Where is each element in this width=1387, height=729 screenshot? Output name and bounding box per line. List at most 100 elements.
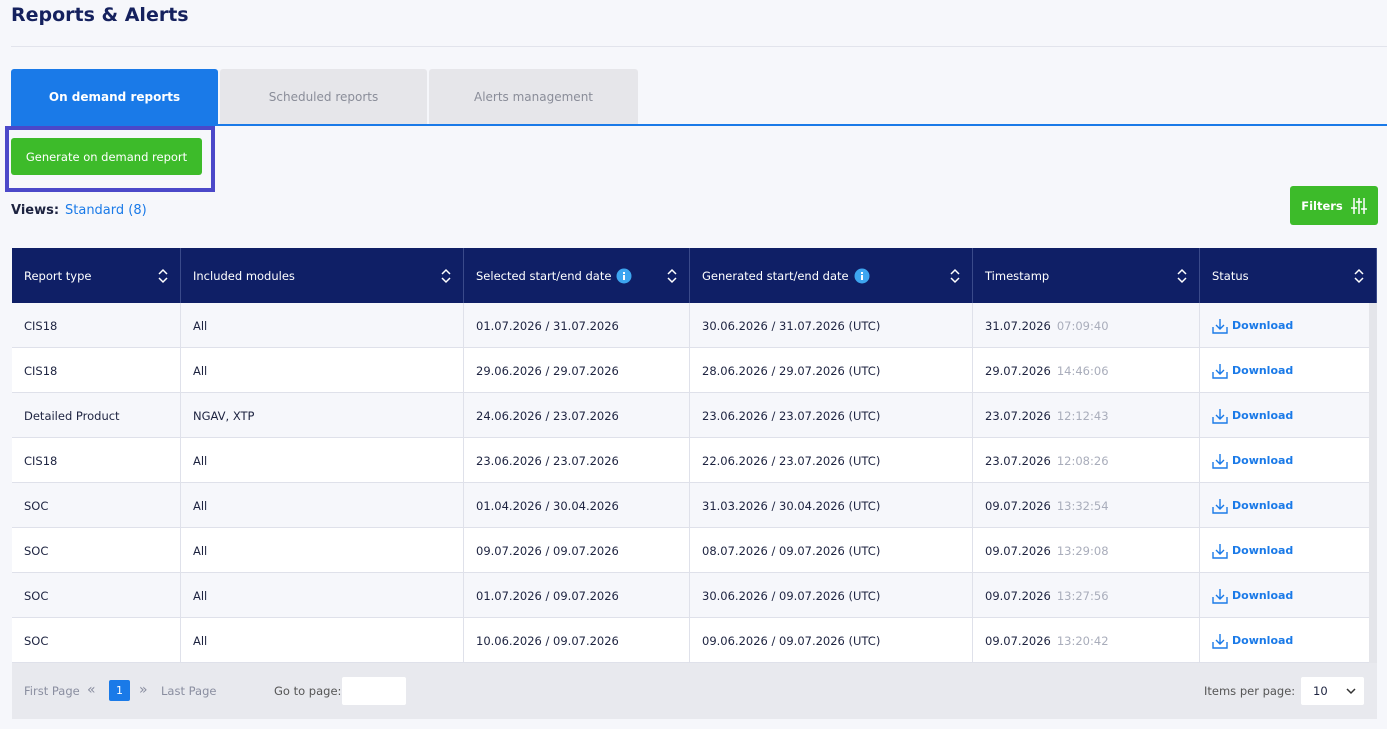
cell-text: CIS18 <box>24 318 58 333</box>
table-cell: All <box>181 528 464 573</box>
download-link[interactable]: Download <box>1212 588 1293 604</box>
cell-text: 01.04.2026 / 30.04.2026 <box>476 498 619 513</box>
current-page[interactable]: 1 <box>109 680 130 701</box>
table-cell: 22.06.2026 / 23.07.2026 (UTC) <box>690 438 973 483</box>
sort-icon[interactable] <box>667 268 677 284</box>
table-cell: 29.07.2026 14:46:06 <box>973 348 1200 393</box>
column-header: Timestamp <box>973 248 1200 303</box>
info-icon[interactable] <box>854 268 870 284</box>
tab[interactable]: Alerts management <box>429 69 638 124</box>
cell-text: 31.03.2026 / 30.04.2026 (UTC) <box>702 498 881 513</box>
table-cell: All <box>181 573 464 618</box>
table-cell: 01.07.2026 / 09.07.2026 <box>464 573 690 618</box>
table-cell: Download <box>1200 303 1369 348</box>
download-link[interactable]: Download <box>1212 633 1293 649</box>
filters-button[interactable]: Filters <box>1290 186 1378 225</box>
next-icon[interactable]: » <box>139 682 148 698</box>
column-title: Status <box>1212 268 1249 283</box>
cell-text: SOC <box>24 543 49 558</box>
download-text: Download <box>1232 634 1294 647</box>
timestamp-time: 13:20:42 <box>1056 633 1109 648</box>
download-link[interactable]: Download <box>1212 453 1293 469</box>
table-cell: Download <box>1200 618 1369 663</box>
first-page[interactable]: First Page <box>24 684 80 698</box>
table-row <box>12 303 1369 348</box>
pagination-bar <box>12 663 1377 719</box>
table-cell: CIS18 <box>12 303 181 348</box>
column-title: Included modules <box>193 268 295 283</box>
download-text: Download <box>1232 454 1294 467</box>
cell-text: 24.06.2026 / 23.07.2026 <box>476 408 619 423</box>
download-text: Download <box>1232 544 1294 557</box>
download-link[interactable]: Download <box>1212 318 1293 334</box>
timestamp-date: 29.07.2026 <box>985 363 1051 378</box>
sort-icon[interactable] <box>158 268 168 284</box>
goto-input[interactable] <box>342 677 406 705</box>
sort-icon[interactable] <box>1177 268 1187 284</box>
column-title: Generated start/end date <box>702 268 849 283</box>
table-cell: Download <box>1200 348 1369 393</box>
column-header: Generated start/end date <box>690 248 973 303</box>
timestamp-date: 09.07.2026 <box>985 588 1051 603</box>
tab[interactable]: Scheduled reports <box>220 69 427 124</box>
download-link[interactable]: Download <box>1212 543 1293 559</box>
timestamp-date: 23.07.2026 <box>985 408 1051 423</box>
views-label: Views: <box>11 203 60 218</box>
sort-icon[interactable] <box>1354 268 1364 284</box>
download-text: Download <box>1232 499 1294 512</box>
table-row <box>12 483 1369 528</box>
table-cell: NGAV, XTP <box>181 393 464 438</box>
views-select[interactable]: Standard (8) <box>65 203 147 218</box>
divider <box>11 46 1387 47</box>
timestamp-time: 07:09:40 <box>1056 318 1109 333</box>
generate-button[interactable]: Generate on demand report <box>11 138 202 175</box>
column-header: Selected start/end date <box>464 248 690 303</box>
cell-text: SOC <box>24 633 49 648</box>
timestamp-date: 23.07.2026 <box>985 453 1051 468</box>
table-cell: Detailed Product <box>12 393 181 438</box>
tab[interactable]: On demand reports <box>11 69 218 124</box>
page-title: Reports & Alerts <box>11 4 189 26</box>
table-cell: 09.07.2026 / 09.07.2026 <box>464 528 690 573</box>
cell-text: All <box>193 543 208 558</box>
table-cell: 30.06.2026 / 31.07.2026 (UTC) <box>690 303 973 348</box>
cell-text: 08.07.2026 / 09.07.2026 (UTC) <box>702 543 881 558</box>
cell-text: All <box>193 633 208 648</box>
cell-text: All <box>193 498 208 513</box>
sort-icon[interactable] <box>441 268 451 284</box>
prev-icon[interactable]: « <box>87 682 96 698</box>
table-row <box>12 393 1369 438</box>
download-text: Download <box>1232 319 1294 332</box>
cell-text: All <box>193 363 208 378</box>
download-icon <box>1212 633 1228 649</box>
table-cell: 31.07.2026 07:09:40 <box>973 303 1200 348</box>
sort-icon[interactable] <box>950 268 960 284</box>
table-row <box>12 348 1369 393</box>
timestamp-time: 13:29:08 <box>1056 543 1109 558</box>
last-page[interactable]: Last Page <box>161 684 217 698</box>
timestamp-time: 13:32:54 <box>1056 498 1109 513</box>
timestamp-date: 31.07.2026 <box>985 318 1051 333</box>
table-cell: 23.06.2026 / 23.07.2026 <box>464 438 690 483</box>
download-link[interactable]: Download <box>1212 408 1293 424</box>
download-link[interactable]: Download <box>1212 498 1293 514</box>
table-cell: SOC <box>12 483 181 528</box>
table-cell: All <box>181 438 464 483</box>
cell-text: All <box>193 588 208 603</box>
cell-text: All <box>193 453 208 468</box>
table-cell: All <box>181 348 464 393</box>
cell-text: 10.06.2026 / 09.07.2026 <box>476 633 619 648</box>
items-label: Items per page: <box>1204 684 1296 698</box>
cell-text: 22.06.2026 / 23.07.2026 (UTC) <box>702 453 881 468</box>
table-cell: 09.07.2026 13:27:56 <box>973 573 1200 618</box>
column-title: Selected start/end date <box>476 268 612 283</box>
download-link[interactable]: Download <box>1212 363 1293 379</box>
cell-text: SOC <box>24 588 49 603</box>
timestamp-date: 09.07.2026 <box>985 633 1051 648</box>
download-icon <box>1212 498 1228 514</box>
info-icon[interactable] <box>616 268 632 284</box>
table-cell: 24.06.2026 / 23.07.2026 <box>464 393 690 438</box>
table-cell: 01.07.2026 / 31.07.2026 <box>464 303 690 348</box>
items-select[interactable]: 10 <box>1301 677 1364 705</box>
